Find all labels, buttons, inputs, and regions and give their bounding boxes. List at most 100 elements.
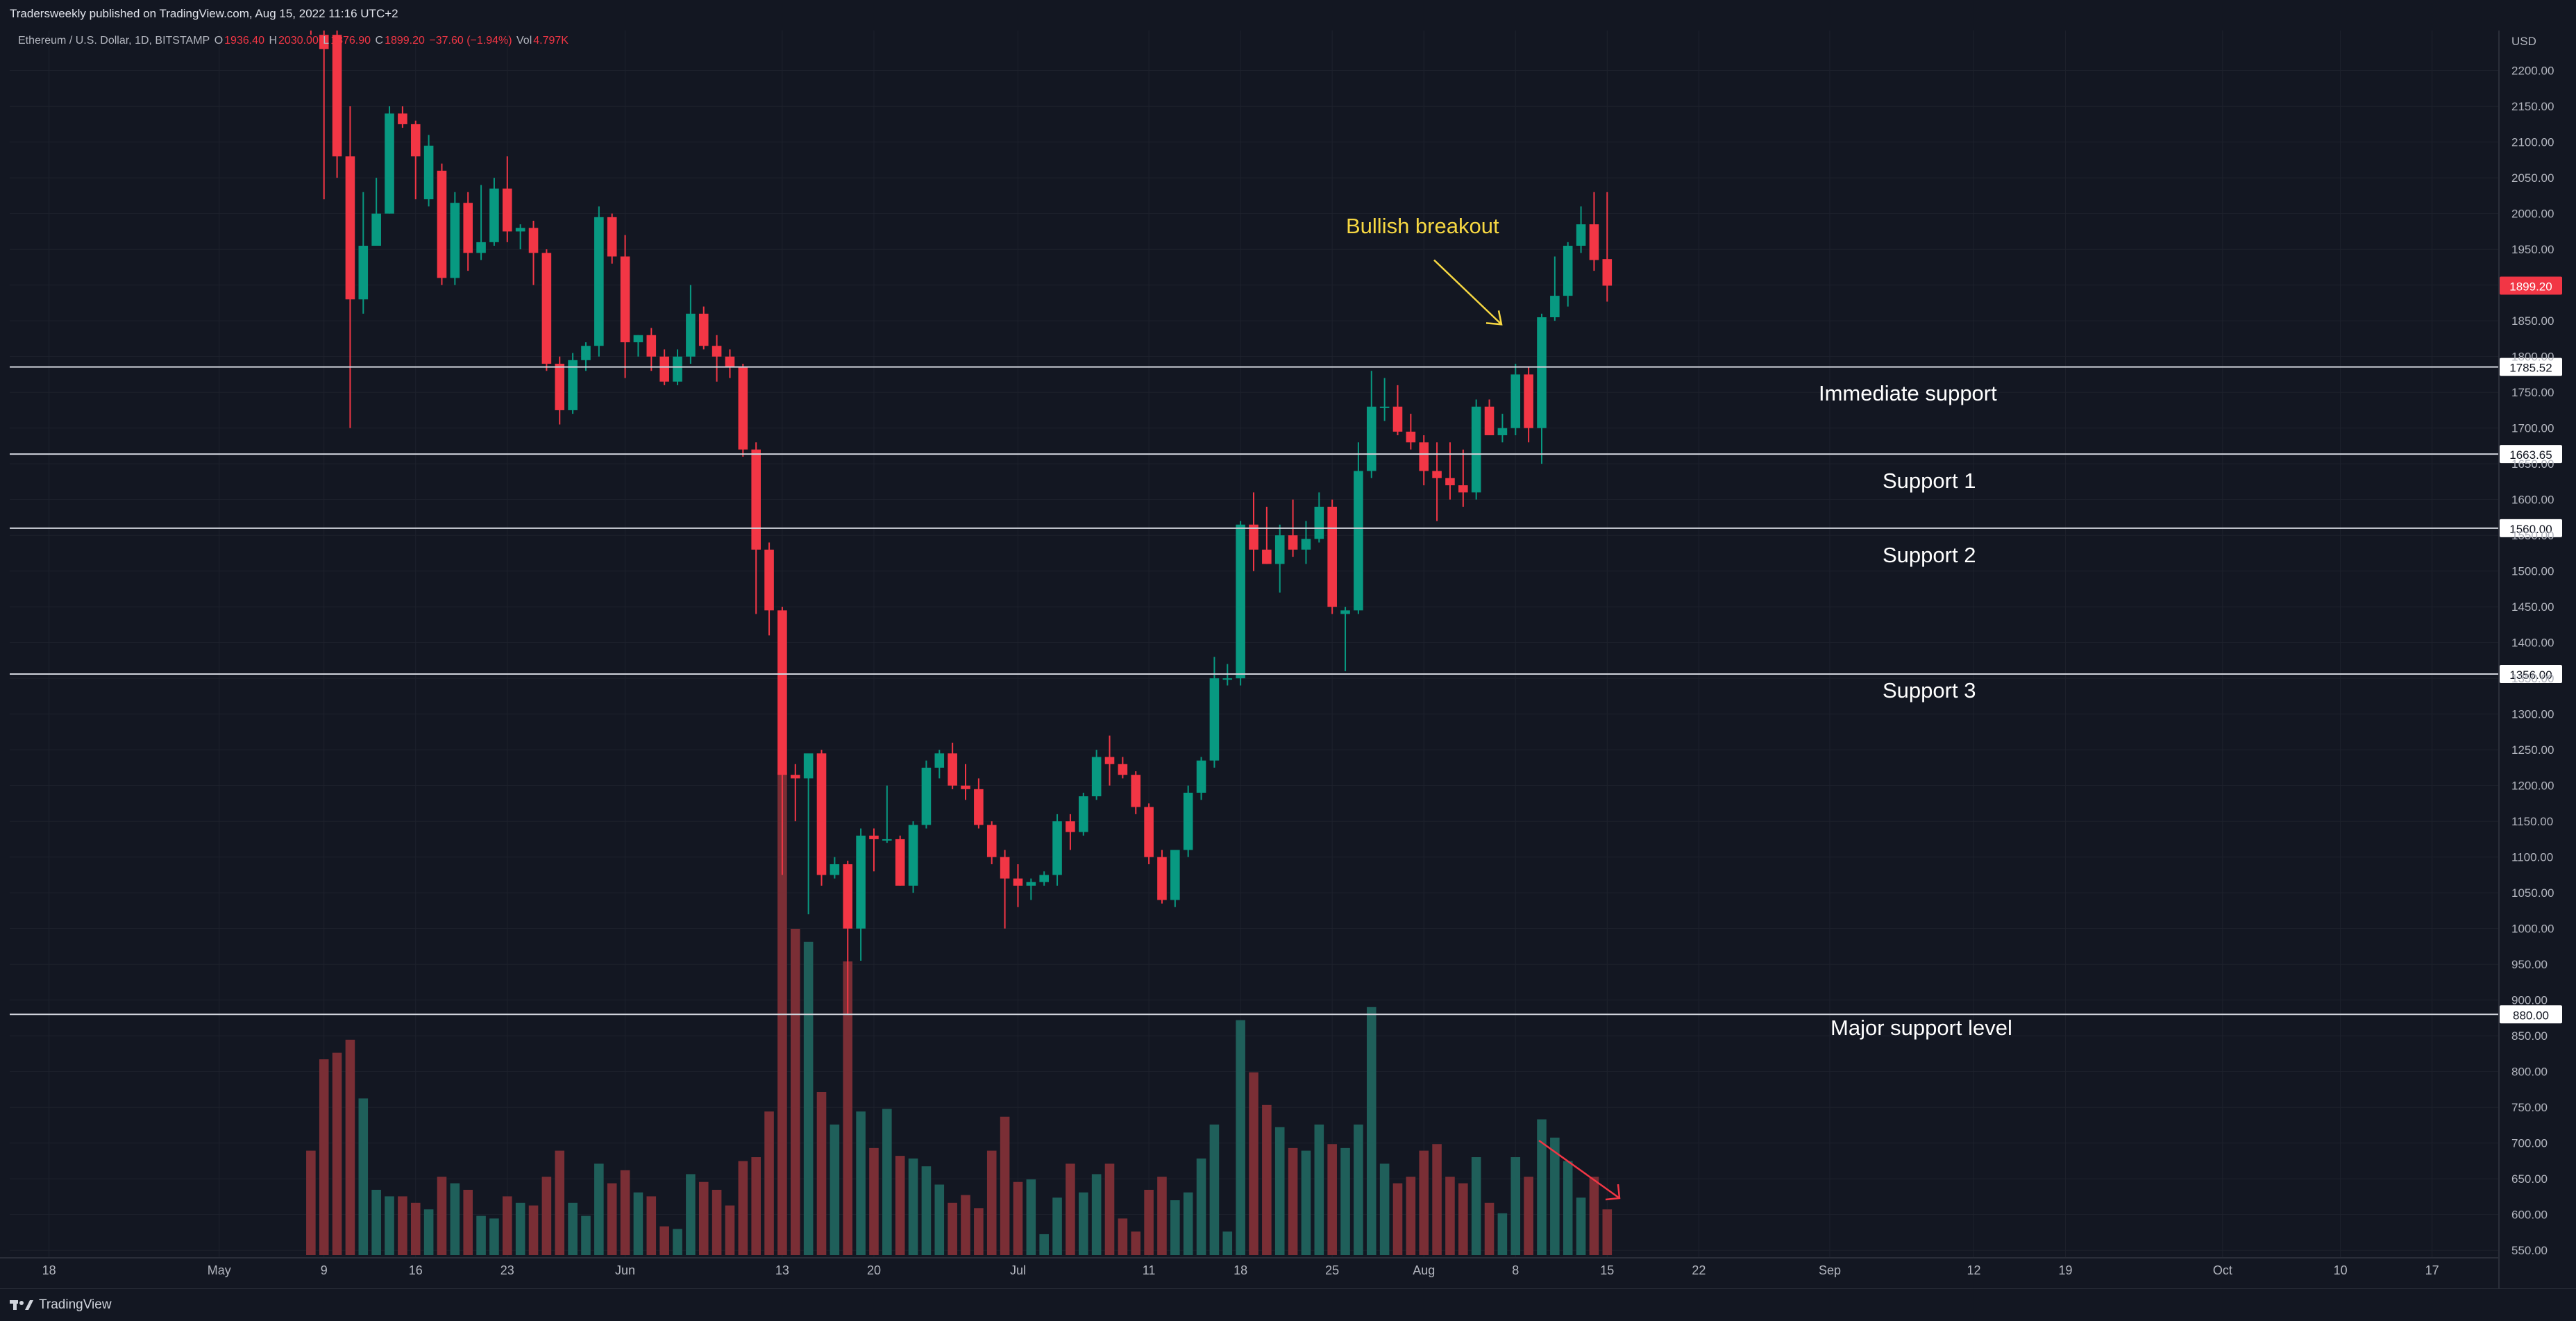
candle-body bbox=[528, 228, 539, 253]
price-tick-label: 1050.00 bbox=[2511, 886, 2554, 900]
breakout-arrowhead bbox=[1485, 310, 1503, 326]
level-price-label: 880.00 bbox=[2513, 1009, 2549, 1022]
volume-bar bbox=[1419, 1150, 1429, 1255]
candle-body bbox=[1131, 775, 1141, 807]
candle-body bbox=[934, 753, 945, 768]
volume-bar bbox=[698, 1181, 709, 1255]
time-tick-label: 15 bbox=[1600, 1263, 1614, 1277]
volume-bar bbox=[882, 1109, 892, 1255]
price-tick-label: 1100.00 bbox=[2511, 851, 2553, 864]
bullish-breakout-annotation[interactable]: Bullish breakout bbox=[1346, 214, 1499, 238]
volume-bar bbox=[921, 1166, 932, 1255]
time-tick-label: 16 bbox=[409, 1263, 423, 1277]
price-tick-label: 1750.00 bbox=[2511, 386, 2554, 399]
time-tick-label: Jul bbox=[1010, 1263, 1026, 1277]
volume-bar bbox=[816, 1092, 827, 1255]
level-price-tag bbox=[2500, 664, 2562, 683]
volume-bar bbox=[1354, 1125, 1363, 1255]
immediate-support-annotation[interactable]: Immediate support bbox=[1819, 381, 1997, 405]
candle-body bbox=[1314, 506, 1324, 539]
symbol-name[interactable]: Ethereum / U.S. Dollar, 1D, BITSTAMP bbox=[18, 35, 210, 47]
support-3-annotation[interactable]: Support 3 bbox=[1883, 678, 1976, 702]
time-tick-label: 22 bbox=[1692, 1263, 1706, 1277]
candle-body bbox=[777, 610, 787, 775]
time-tick-label: 11 bbox=[1143, 1263, 1156, 1277]
volume-bar bbox=[1288, 1147, 1298, 1255]
volume-bar bbox=[450, 1183, 460, 1255]
volume-bar bbox=[306, 1150, 316, 1255]
level-price-label: 1356.00 bbox=[2509, 668, 2552, 682]
volume-bar bbox=[555, 1150, 565, 1255]
time-tick-label: 9 bbox=[321, 1263, 328, 1277]
volume-bar bbox=[437, 1177, 447, 1255]
price-tick-label: 1600.00 bbox=[2511, 494, 2554, 507]
candle-body bbox=[1510, 374, 1521, 428]
candle-body bbox=[646, 335, 657, 357]
volume-bar bbox=[1406, 1177, 1416, 1255]
volume-bar bbox=[1537, 1119, 1547, 1255]
price-tick-label: 1300.00 bbox=[2511, 708, 2554, 721]
candle-body bbox=[698, 313, 709, 346]
level-price-tag bbox=[2500, 519, 2562, 537]
candle-body bbox=[581, 346, 591, 360]
volume-bar bbox=[856, 1111, 866, 1255]
price-axis: 2200.00 2150.00 2100.00 2050.00 2000.00 1950.… bbox=[2498, 31, 2562, 1288]
price-tick-label: 1350.00 bbox=[2511, 672, 2554, 685]
candle-body bbox=[620, 256, 630, 343]
volume-bar bbox=[948, 1202, 957, 1255]
volume-bar bbox=[1471, 1157, 1481, 1255]
volume-bar bbox=[673, 1229, 682, 1255]
candle-body bbox=[830, 864, 840, 875]
volume-bar bbox=[633, 1192, 643, 1255]
candle-body bbox=[1157, 857, 1167, 900]
price-tick-label: 1450.00 bbox=[2511, 600, 2554, 614]
volume-bar bbox=[1249, 1072, 1258, 1255]
candle-body bbox=[1524, 374, 1533, 428]
volume-bar bbox=[908, 1158, 918, 1255]
volume-bar bbox=[751, 1157, 761, 1255]
volume-bar bbox=[1104, 1163, 1115, 1255]
volume-bar bbox=[1445, 1177, 1455, 1255]
price-tick-label: 900.00 bbox=[2511, 994, 2548, 1007]
volume-bar bbox=[777, 772, 787, 1255]
candle-body bbox=[908, 825, 918, 886]
price-tick-label: 550.00 bbox=[2511, 1244, 2548, 1257]
volume-bar bbox=[1274, 1127, 1285, 1255]
support-levels: 1785.52 1663.65 1560.00 1356.00 880.00 bbox=[10, 357, 2562, 1024]
time-tick-label: 20 bbox=[867, 1263, 881, 1277]
candle-body bbox=[1052, 821, 1062, 875]
time-tick-label: 18 bbox=[42, 1263, 56, 1277]
candle-body bbox=[1209, 678, 1220, 761]
price-tick-label: 1850.00 bbox=[2511, 314, 2554, 328]
candle-body bbox=[856, 835, 866, 929]
volume-trend-arrowhead bbox=[1605, 1184, 1621, 1201]
volume-bar bbox=[1144, 1190, 1154, 1255]
volume-bar bbox=[1091, 1174, 1102, 1255]
volume-bar bbox=[410, 1202, 421, 1255]
published-info: Tradersweekly published on TradingView.c… bbox=[10, 7, 398, 20]
candle-body bbox=[515, 228, 525, 232]
price-tick-label: 600.00 bbox=[2511, 1209, 2548, 1222]
volume-bar bbox=[934, 1184, 945, 1255]
volume-bar bbox=[398, 1196, 407, 1255]
volume-bar bbox=[1052, 1197, 1062, 1255]
candle-body bbox=[764, 549, 774, 611]
annotation-arrows bbox=[1433, 259, 1621, 1201]
candlesticks bbox=[310, 0, 1613, 1015]
volume-bar bbox=[986, 1150, 997, 1255]
volume-bar bbox=[1392, 1183, 1403, 1255]
tradingview-brand[interactable]: TradingView bbox=[10, 1297, 112, 1313]
candle-body bbox=[1484, 406, 1495, 435]
time-tick-label: Jun bbox=[615, 1263, 635, 1277]
volume-bar bbox=[1458, 1183, 1468, 1255]
volume-bar bbox=[489, 1218, 499, 1255]
volume-bar bbox=[738, 1161, 748, 1255]
major-support-annotation[interactable]: Major support level bbox=[1830, 1016, 2012, 1040]
candle-body bbox=[1563, 246, 1573, 296]
price-tick-label: 1400.00 bbox=[2511, 637, 2554, 650]
candle-body bbox=[371, 213, 381, 246]
support-2-annotation[interactable]: Support 2 bbox=[1883, 543, 1976, 567]
candle-body bbox=[738, 367, 748, 450]
support-1-annotation[interactable]: Support 1 bbox=[1883, 469, 1976, 493]
